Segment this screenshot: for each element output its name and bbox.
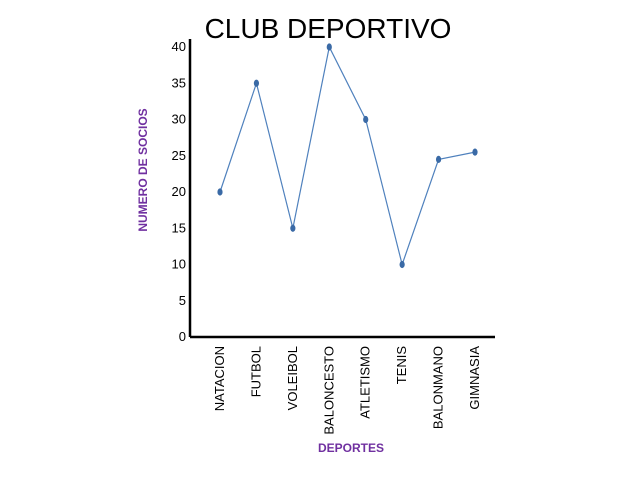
data-point: [290, 224, 296, 232]
x-category-label: ATLETISMO: [358, 346, 373, 419]
chart-title: CLUB DEPORTIVO: [205, 13, 452, 44]
x-category-label: BALONMANO: [431, 346, 446, 429]
series-line: [219, 45, 476, 267]
data-point: [326, 43, 332, 51]
data-point: [399, 260, 405, 269]
data-series: [217, 43, 478, 269]
y-tick-label: 40: [172, 39, 186, 54]
data-point: [363, 115, 369, 124]
x-category-label: NATACION: [212, 346, 227, 411]
x-category-labels: NATACION FUTBOL VOLEIBOL BALONCESTO ATLETISM…: [212, 346, 482, 435]
data-point: [435, 155, 442, 163]
x-axis-title: DEPORTES: [318, 441, 384, 455]
data-point: [472, 148, 478, 156]
y-tick-label: 15: [172, 220, 186, 235]
y-axis-title: NUMERO DE SOCIOS: [136, 108, 150, 231]
y-tick-label: 30: [172, 112, 186, 127]
y-tick-label: 20: [172, 184, 186, 199]
x-category-label: FUTBOL: [248, 346, 263, 397]
y-tick-labels: 0 5 10 15 20 25 30 35 40: [172, 39, 186, 344]
data-point: [217, 188, 223, 196]
x-category-label: GIMNASIA: [467, 346, 482, 410]
data-point: [253, 79, 260, 87]
axes: [188, 39, 495, 339]
x-category-label: BALONCESTO: [321, 346, 336, 435]
y-tick-label: 0: [179, 329, 186, 344]
y-tick-label: 10: [172, 257, 186, 272]
x-category-label: VOLEIBOL: [285, 346, 300, 410]
x-category-label: TENIS: [394, 346, 409, 385]
y-tick-label: 25: [172, 148, 186, 163]
y-tick-label: 5: [179, 293, 186, 308]
y-tick-label: 35: [172, 75, 186, 90]
